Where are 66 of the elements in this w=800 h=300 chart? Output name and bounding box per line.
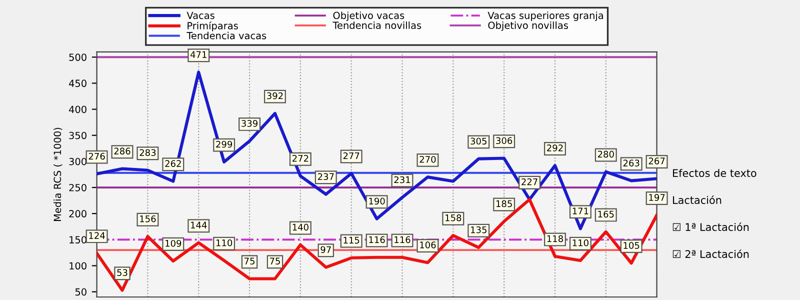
text: ☑ 1ª Lactación: [672, 222, 749, 232]
legend-label: Primíparas: [188, 21, 238, 32]
data-label: 116: [394, 236, 410, 244]
legend-label: Tendencia vacas: [186, 32, 266, 40]
text: Lactación: [673, 196, 722, 204]
data-label: 270: [420, 156, 436, 163]
data-label: 286: [114, 148, 130, 154]
data-label: 263: [623, 160, 640, 166]
legend-label: Objetivo vacas: [333, 12, 404, 21]
legend-label: Objetivo novillas: [488, 21, 568, 31]
data-label: 124: [89, 232, 105, 239]
y-tick-label: 200: [69, 210, 86, 218]
y-tick-label: 300: [69, 158, 86, 166]
data-label: 190: [369, 198, 385, 205]
data-label: 106: [420, 242, 436, 248]
data-label: 140: [292, 224, 308, 231]
y-tick-label: 100: [70, 262, 86, 270]
data-label: 471: [190, 51, 206, 58]
data-label: 158: [446, 214, 462, 222]
y-tick-label: 150: [70, 236, 86, 244]
data-label: 118: [547, 235, 563, 242]
y-tick-label: 450: [68, 80, 86, 88]
data-label: 156: [140, 215, 156, 222]
legend-label: Tendencia novillas: [332, 21, 422, 29]
data-label: 292: [547, 144, 563, 152]
data-label: 306: [496, 137, 512, 144]
data-label: 165: [598, 210, 614, 218]
data-label: 237: [318, 173, 334, 180]
data-label: 53: [117, 269, 128, 276]
data-label: 267: [648, 158, 665, 164]
data-label: 110: [572, 239, 588, 246]
data-label: 262: [165, 160, 181, 167]
data-label: 339: [242, 120, 258, 127]
data-label: 276: [88, 152, 105, 160]
y-tick-label: 350: [69, 132, 86, 140]
y-tick-label: 400: [68, 106, 86, 114]
y-axis-title: Media RCS ( *1000): [54, 128, 62, 221]
data-label: 277: [343, 152, 360, 160]
text: ☑ 2ª Lactación: [672, 250, 749, 258]
y-tick-label: 50: [75, 288, 86, 296]
data-label: 135: [470, 226, 486, 234]
data-label: 227: [522, 178, 538, 186]
data-label: 299: [216, 140, 232, 148]
data-label: 144: [190, 222, 207, 228]
data-label: 185: [496, 200, 512, 208]
data-label: 305: [470, 138, 486, 145]
data-label: 272: [292, 154, 308, 162]
data-label: 115: [344, 236, 360, 244]
data-label: 75: [244, 258, 254, 264]
data-label: 283: [140, 149, 156, 156]
data-label: 392: [267, 92, 283, 100]
data-label: 105: [624, 242, 640, 249]
data-label: 109: [166, 240, 182, 247]
data-label: 280: [598, 150, 614, 158]
data-label: 110: [216, 239, 232, 246]
data-label: 171: [572, 208, 588, 214]
text: Efectos de texto: [673, 168, 756, 178]
data-label: 116: [369, 236, 385, 244]
data-label: 231: [394, 176, 410, 184]
y-tick-label: 500: [69, 54, 86, 61]
data-label: 75: [270, 258, 280, 264]
y-tick-label: 250: [69, 184, 86, 192]
legend-label: Vacas superiores granja: [488, 12, 603, 21]
data-label: 197: [649, 194, 665, 201]
data-label: 97: [320, 246, 331, 254]
legend-label: Vacas: [186, 12, 214, 20]
